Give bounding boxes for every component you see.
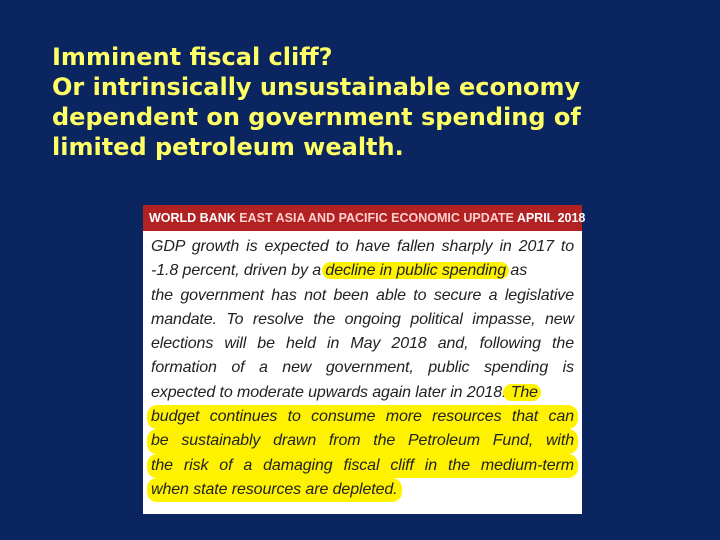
excerpt-line-2: -1.8 percent, driven by a decline in pub…: [151, 259, 574, 283]
highlight-line-10: the risk of a damaging fiscal cliff in t…: [147, 453, 578, 478]
report-excerpt-image: WORLD BANK EAST ASIA AND PACIFIC ECONOMI…: [143, 205, 585, 514]
excerpt-line-2-start: -1.8 percent, driven by a: [151, 262, 326, 280]
excerpt-line-7: expected to moderate upwards again later…: [151, 381, 574, 405]
title-line-4: limited petroleum wealth.: [52, 133, 404, 161]
excerpt-line-3: the government has not been able to secu…: [151, 286, 574, 304]
highlight-line-11: when state resources are depleted.: [147, 477, 402, 503]
report-header-source: WORLD BANK: [149, 211, 240, 225]
report-header: WORLD BANK EAST ASIA AND PACIFIC ECONOMI…: [143, 205, 585, 231]
highlight-the: The: [503, 383, 541, 401]
excerpt-line-1: GDP growth is expected to have fallen sh…: [151, 238, 574, 255]
excerpt-line-2-end: as: [506, 262, 528, 280]
excerpt-line-4: mandate. To resolve the ongoing politica…: [151, 310, 574, 328]
excerpt-line-5: elections will be held in May 2018 and, …: [151, 335, 574, 353]
highlight-line-8: budget continues to consume more resourc…: [147, 405, 578, 430]
excerpt-line-6: formation of a new government, public sp…: [151, 359, 574, 377]
report-header-date: APRIL 2018: [513, 211, 586, 225]
title-line-3: dependent on government spending of: [52, 103, 581, 131]
report-header-title: EAST ASIA AND PACIFIC ECONOMIC UPDATE: [239, 211, 514, 225]
title-line-1: Imminent fiscal cliff?: [52, 43, 333, 71]
highlight-line-9: be sustainably drawn from the Petroleum …: [147, 429, 578, 454]
title-line-2: Or intrinsically unsustainable economy: [52, 73, 581, 101]
report-body: GDP growth is expected to have fallen sh…: [143, 231, 582, 503]
excerpt-line-7-start: expected to moderate upwards again later…: [151, 383, 507, 401]
slide-title: Imminent fiscal cliff? Or intrinsically …: [52, 42, 692, 162]
highlight-decline-in-public-spending: decline in public spending: [322, 262, 510, 280]
